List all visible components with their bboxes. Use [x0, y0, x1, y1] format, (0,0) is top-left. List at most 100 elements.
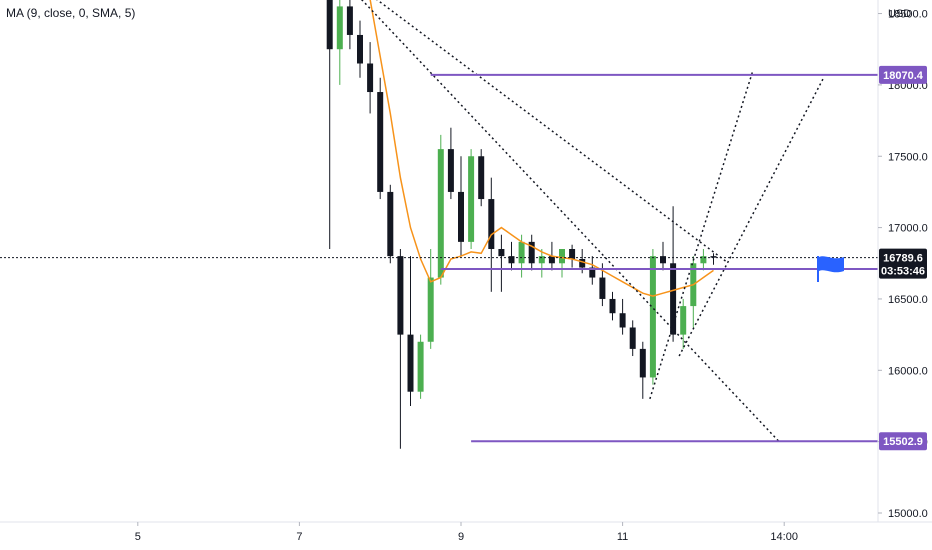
candle-body	[559, 249, 565, 264]
candle[interactable]	[710, 253, 717, 265]
candle[interactable]	[629, 320, 636, 357]
time-axis-label: 11	[617, 531, 628, 543]
candle-body	[437, 149, 444, 278]
candle-body	[387, 191, 394, 257]
candle[interactable]	[528, 234, 535, 271]
candle-body	[367, 63, 374, 93]
current-price-tag-bg	[879, 248, 927, 279]
candle-body	[346, 6, 353, 35]
price-axis-label: 17500.0	[888, 151, 928, 163]
countdown-timer: 03:53:46	[881, 266, 925, 278]
candle-body	[336, 6, 343, 50]
candle-body	[407, 334, 414, 392]
candle-body	[518, 241, 525, 264]
price-axis-label: 16000.0	[888, 365, 928, 377]
trendline-drawings[interactable]	[348, 0, 825, 443]
candle[interactable]	[377, 77, 384, 200]
candle-body	[326, 0, 333, 50]
candle[interactable]	[447, 127, 454, 200]
price-axis-label: 16500.0	[888, 294, 928, 306]
time-axis[interactable]: 35791114:00141618	[0, 522, 932, 543]
current-price-tag: 16789.603:53:46	[879, 248, 927, 279]
candle-body	[700, 256, 707, 264]
candle-body	[468, 156, 475, 242]
time-axis-label: 5	[135, 531, 141, 543]
candle-body	[498, 249, 505, 257]
candle[interactable]	[397, 249, 404, 449]
candle[interactable]	[700, 249, 707, 271]
candle[interactable]	[589, 256, 596, 285]
price-axis-label: 15000.0	[888, 508, 928, 520]
candle-body	[710, 256, 717, 258]
candle[interactable]	[417, 334, 424, 399]
candle[interactable]	[346, 0, 353, 50]
candle[interactable]	[559, 249, 565, 278]
candle[interactable]	[660, 241, 666, 271]
price-axis-label: 18500.0	[888, 9, 928, 21]
level-price-tag: 18070.4	[879, 65, 927, 84]
candle[interactable]	[478, 149, 485, 207]
candle[interactable]	[569, 244, 576, 268]
moving-average-line	[369, 0, 714, 297]
candle[interactable]	[407, 256, 414, 406]
candle-body	[599, 277, 606, 299]
candle[interactable]	[437, 134, 444, 285]
candle[interactable]	[508, 241, 515, 271]
candle-body	[649, 256, 656, 378]
trendline[interactable]	[649, 70, 754, 400]
candle-body	[377, 92, 384, 192]
candle[interactable]	[367, 42, 374, 114]
price-axis-label: 17000.0	[888, 223, 928, 235]
candle-body	[357, 34, 363, 64]
candle[interactable]	[619, 298, 626, 335]
candle[interactable]	[670, 206, 677, 342]
candle-body	[629, 327, 636, 349]
time-axis-label: 7	[296, 531, 302, 543]
candle-body	[538, 256, 545, 264]
candle[interactable]	[357, 20, 363, 78]
candle-body	[569, 249, 576, 259]
candle[interactable]	[498, 234, 505, 292]
candle-body	[427, 277, 434, 342]
candle[interactable]	[649, 249, 656, 385]
candle-body	[417, 341, 424, 392]
candle-body	[619, 313, 626, 328]
candle[interactable]	[639, 341, 646, 399]
trendline[interactable]	[678, 77, 825, 357]
candle[interactable]	[609, 291, 616, 321]
candle-body	[660, 256, 666, 264]
candle-body	[579, 258, 586, 268]
flag-icon[interactable]	[814, 254, 846, 284]
candle-body	[397, 256, 404, 335]
level-tag-label: 18070.4	[883, 70, 924, 82]
candle[interactable]	[458, 156, 464, 257]
candle-body	[458, 191, 464, 242]
candle[interactable]	[336, 0, 343, 85]
candle-body	[639, 348, 646, 378]
candle[interactable]	[538, 249, 545, 278]
level-tag-label: 15502.9	[883, 436, 923, 448]
current-price-value: 16789.6	[883, 253, 923, 265]
candle[interactable]	[690, 256, 697, 328]
indicator-legend[interactable]: MA (9, close, 0, SMA, 5)	[6, 6, 136, 20]
candle-body	[508, 256, 515, 264]
level-tag-bg	[879, 65, 927, 84]
candle-body	[478, 156, 485, 200]
candle[interactable]	[387, 184, 394, 264]
trendline[interactable]	[348, 0, 728, 263]
horizontal-level-lines	[430, 73, 878, 443]
time-axis-label: 14:00	[770, 531, 798, 543]
candlestick-series	[326, 0, 717, 449]
candle[interactable]	[680, 298, 687, 349]
time-axis-label: 9	[458, 531, 464, 543]
candle-body	[609, 298, 616, 314]
candle[interactable]	[326, 0, 333, 250]
candle[interactable]	[427, 249, 434, 349]
candle-body	[680, 306, 687, 335]
candle[interactable]	[468, 149, 475, 250]
candle-body	[528, 241, 535, 264]
currency-label: USD	[888, 8, 911, 20]
candle-body	[447, 149, 454, 192]
